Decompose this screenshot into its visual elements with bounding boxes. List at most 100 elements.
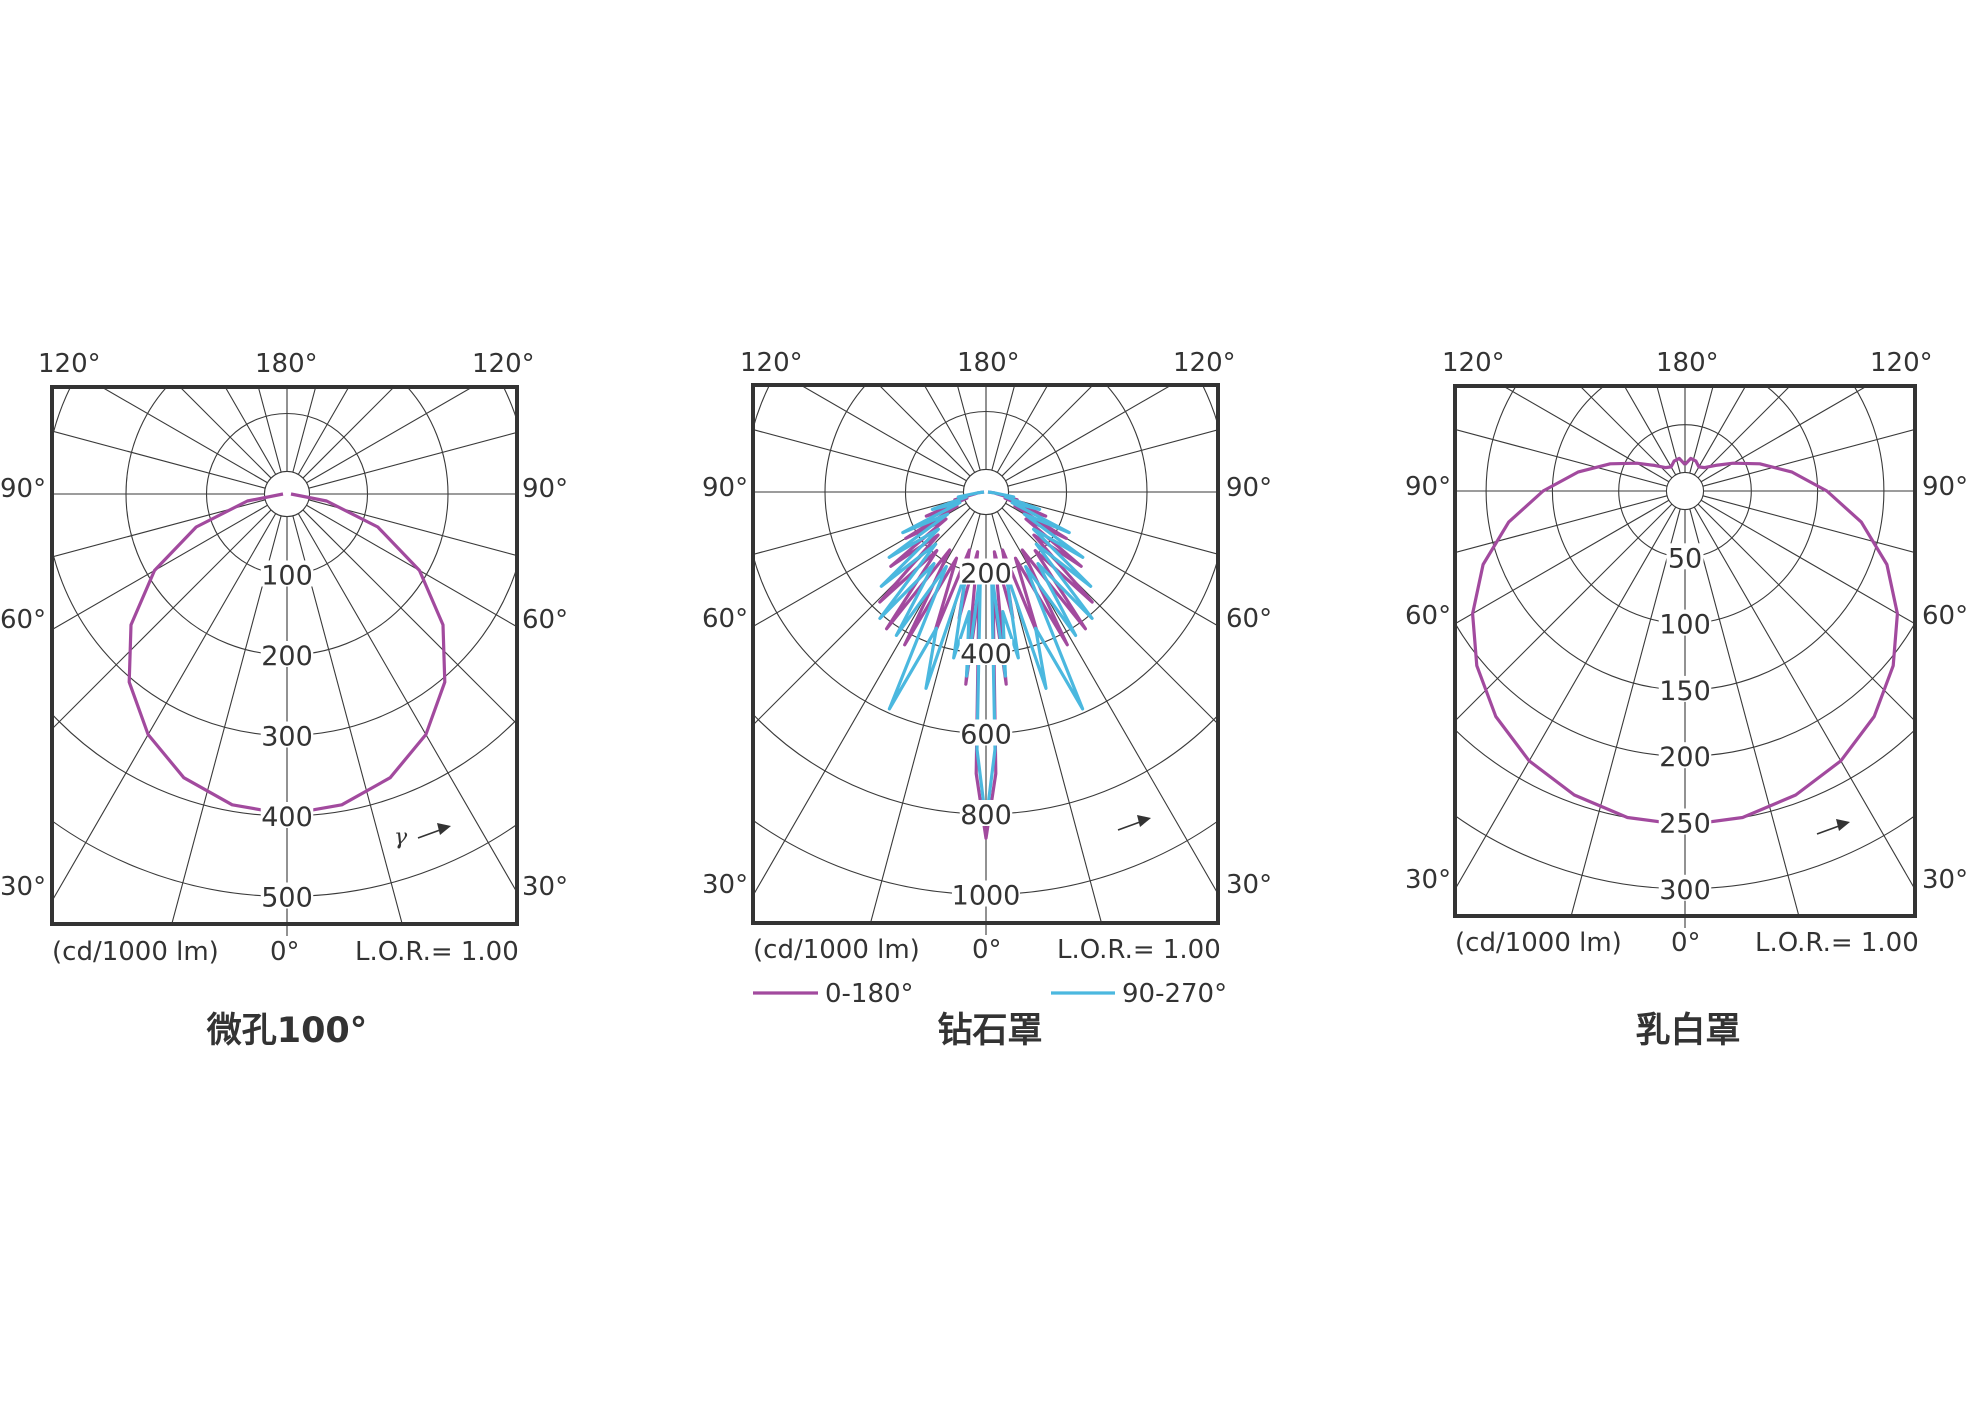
direction-arrow-icon (417, 823, 451, 839)
ring-label-bg (959, 639, 1013, 665)
polar-chart-2: 120° 180° 120° 90° 90° 60° 60° 30° 30° 0… (702, 348, 1272, 1051)
ring-label-bg (1658, 874, 1712, 901)
ring-label-200: 200 (960, 559, 1012, 590)
angle-label-120-left: 120° (38, 349, 101, 379)
polar-spoke-165-right (991, 385, 1016, 471)
ring-label-400: 400 (960, 639, 1012, 670)
polar-spoke-30-left (1455, 506, 1677, 890)
ring-label-300: 300 (261, 722, 313, 753)
ring-label-bg (260, 641, 314, 667)
polar-spoke-60-right (306, 504, 517, 628)
angle-label-120-left: 120° (1442, 348, 1505, 378)
polar-spoke-150-right (1693, 386, 1747, 476)
chart-title: 微孔100° (206, 1011, 368, 1051)
ring-label-bg (260, 721, 314, 748)
polar-spoke-120-left (800, 385, 967, 482)
ring-label-bg (959, 719, 1013, 746)
angle-label-60-left: 60° (1405, 601, 1451, 631)
polar-spoke-45-right (1697, 503, 1915, 722)
polar-spoke-120-right (306, 387, 473, 484)
angle-label-90-right: 90° (1226, 473, 1272, 503)
polar-spoke-120-left (1502, 386, 1670, 483)
ring-label-bg (959, 558, 1013, 585)
chart-title: 乳白罩 (1635, 1011, 1740, 1051)
angle-label-180: 180° (1656, 348, 1719, 378)
angle-label-180: 180° (957, 348, 1020, 378)
polar-spoke-75-left (1455, 495, 1668, 554)
angle-label-30-right: 30° (1226, 870, 1272, 900)
polar-spoke-150-left (224, 387, 277, 475)
polar-spoke-135-left (179, 387, 272, 479)
polar-spoke-150-right (996, 385, 1049, 473)
polar-spoke-120-right (1005, 385, 1172, 482)
angle-label-30-left: 30° (1405, 865, 1451, 895)
unit-label: (cd/1000 lm) (753, 935, 920, 965)
ring-label-bg (260, 560, 314, 587)
polar-spoke-135-left (1579, 386, 1673, 479)
ring-label-bg (1658, 609, 1712, 636)
unit-label: (cd/1000 lm) (1455, 928, 1622, 958)
angle-label-180: 180° (255, 349, 318, 379)
ring-label-300: 300 (1659, 875, 1711, 906)
legend-label-90-270: 90-270° (1122, 979, 1227, 1009)
ring-label-150: 150 (1659, 676, 1711, 707)
angle-label-0: 0° (972, 935, 1002, 965)
polar-spoke-75-right (1007, 497, 1218, 555)
angle-label-90-right: 90° (522, 474, 568, 504)
polar-spoke-75-left (753, 497, 965, 555)
ring-label-bg (1658, 675, 1712, 702)
polar-spoke-105-left (753, 429, 965, 487)
polar-spoke-150-left (1623, 386, 1677, 476)
polar-spoke-45-right (302, 509, 517, 725)
polar-spoke-45-left (1455, 503, 1673, 722)
angle-label-60-left: 60° (702, 604, 748, 634)
polar-spoke-165-left (956, 385, 981, 471)
ring-label-50: 50 (1668, 543, 1702, 574)
polar-spoke-135-left (878, 385, 971, 477)
series-0-180°-line (878, 490, 1094, 840)
polar-grid-3 (1455, 386, 1915, 928)
polar-spoke-150-right (297, 387, 350, 475)
angle-label-120-right: 120° (1870, 348, 1933, 378)
angle-label-90-left: 90° (1405, 472, 1451, 502)
polar-spoke-105-right (1702, 428, 1915, 487)
ring-label-100: 100 (1659, 610, 1711, 641)
angle-label-90-right: 90° (1922, 472, 1967, 502)
direction-arrow-icon (1117, 815, 1151, 831)
ring-label-400: 400 (261, 802, 313, 833)
angle-label-120-right: 120° (472, 349, 535, 379)
polar-spoke-105-left (52, 430, 266, 489)
polar-chart-3: 120° 180° 120° 90° 90° 60° 60° 30° 30° 0… (1405, 348, 1967, 1051)
polar-spoke-60-left (52, 504, 268, 631)
angle-label-30-left: 30° (0, 872, 46, 902)
lor-label: L.O.R.= 1.00 (1755, 928, 1919, 958)
ring-label-bg (1658, 808, 1712, 835)
angle-label-30-left: 30° (702, 870, 748, 900)
angle-label-60-right: 60° (522, 605, 568, 635)
plot-frame-1 (50, 385, 519, 926)
polar-spoke-75-right (1702, 495, 1915, 554)
polar-spoke-135-right (302, 387, 395, 479)
polar-spoke-30-right (297, 513, 517, 893)
legend: 0-180° 90-270° (753, 979, 1227, 1009)
ring-label-200: 200 (261, 641, 313, 672)
lor-label: L.O.R.= 1.00 (355, 937, 519, 967)
polar-spoke-135-right (1697, 386, 1791, 479)
angle-label-60-left: 60° (0, 605, 46, 635)
polar-spoke-45-right (1001, 507, 1218, 725)
chart-title: 钻石罩 (937, 1011, 1042, 1051)
angle-label-60-right: 60° (1922, 601, 1967, 631)
polar-ring-inner (1665, 471, 1705, 511)
polar-spoke-120-left (101, 387, 268, 484)
ring-label-1000: 1000 (952, 881, 1021, 912)
ring-label-100: 100 (261, 561, 313, 592)
polar-spoke-135-right (1001, 385, 1094, 477)
polar-spoke-165-right (292, 387, 317, 473)
ring-label-bg (260, 882, 314, 909)
ring-label-bg (260, 802, 314, 828)
polar-grid-1 (52, 387, 517, 936)
angle-label-0: 0° (1671, 928, 1701, 958)
angle-label-30-right: 30° (522, 872, 568, 902)
polar-spoke-30-right (1693, 506, 1915, 890)
